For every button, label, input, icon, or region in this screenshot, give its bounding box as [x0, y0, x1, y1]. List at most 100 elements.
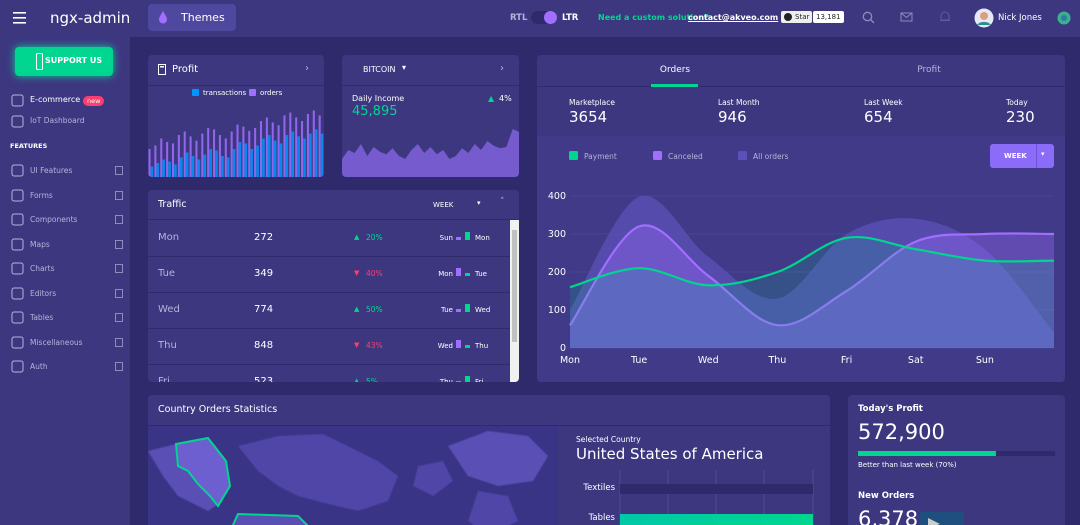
menu-item[interactable]: IoT Dashboard [30, 116, 85, 125]
menu-item[interactable]: Maps [30, 239, 50, 249]
trend-arrow: ▲ [354, 233, 360, 241]
line [569, 235, 1055, 289]
area-fill [570, 225, 1054, 348]
today-profit-card: Today's Profit 572,900 Better than last … [848, 395, 1065, 525]
menu-item[interactable]: Auth [30, 362, 48, 371]
tab-indicator [651, 84, 698, 87]
settings-icon[interactable] [1056, 10, 1072, 26]
icon-shape [11, 189, 24, 201]
bar [221, 156, 224, 177]
summary-label: Marketplace [569, 98, 615, 107]
legend-label: Canceled [668, 152, 703, 161]
country-card: Country Orders Statistics Selected Count… [148, 395, 830, 525]
bar [197, 159, 201, 177]
traffic-row: Mon 272 ▲ 20% Sun Mon [148, 220, 510, 257]
menu-item[interactable]: Miscellaneous [30, 337, 83, 347]
bar [291, 131, 295, 177]
to-marker [465, 273, 470, 276]
bar-label: Textiles [583, 483, 615, 493]
y-tick-label: 200 [548, 267, 566, 278]
from-day: Tue [441, 306, 453, 314]
support-button[interactable]: SUPPORT US [15, 47, 113, 76]
y-tick-label: 400 [548, 191, 566, 202]
bell-icon[interactable] [938, 10, 952, 24]
summary-value: 946 [718, 108, 747, 126]
to-day: Mon [475, 234, 490, 242]
menu-item[interactable]: Charts [30, 264, 55, 273]
mail-icon[interactable] [900, 12, 914, 24]
legend-marker [653, 151, 662, 160]
scroll-thumb[interactable] [512, 230, 517, 342]
traffic-row: Fri 523 ▲ 5% Thu Fri [148, 364, 510, 382]
bar [273, 140, 277, 177]
search-icon[interactable] [862, 11, 876, 25]
menu-item[interactable]: Forms [30, 190, 53, 200]
bar [309, 133, 312, 177]
to-day: Fri [475, 378, 484, 382]
menu-item[interactable]: E-commerce [30, 95, 81, 104]
legend-label: Payment [584, 152, 617, 161]
period-select[interactable]: WEEK [433, 201, 454, 209]
chevron-right[interactable]: › [305, 63, 309, 74]
tab[interactable]: Profit [917, 65, 941, 75]
icon-shape [11, 238, 24, 250]
expand-icon [115, 288, 123, 298]
chevron-right[interactable]: › [500, 63, 504, 74]
progress-fill [858, 451, 996, 456]
menu-item[interactable]: Components [30, 215, 78, 224]
divider [1036, 144, 1037, 168]
icon-shape [11, 164, 24, 177]
currency[interactable]: BITCOIN [363, 65, 396, 74]
caret[interactable]: ▾ [402, 63, 407, 72]
bar [320, 133, 324, 177]
rtl-label[interactable]: RTL [510, 13, 528, 23]
ltr-label[interactable]: LTR [562, 13, 579, 23]
world-map[interactable] [148, 426, 558, 525]
y-tick-label: 0 [560, 343, 566, 354]
bar [244, 143, 248, 177]
income-change: 4% [499, 94, 512, 103]
x-tick-label: Sun [976, 355, 994, 366]
scrollbar[interactable] [510, 220, 519, 382]
themes-button[interactable]: Themes [148, 4, 236, 31]
orders-chart: 0 100 200 300 400 Mon Tue Wed Thu Fri Sat Sun Paymen… [548, 151, 1055, 366]
y-tick-label: 300 [548, 229, 566, 240]
collapse[interactable]: ˄ [500, 197, 505, 207]
menu-item[interactable]: Editors [30, 288, 57, 298]
star-count[interactable]: 13,181 [813, 11, 844, 23]
bar [207, 128, 210, 177]
menu-toggle[interactable] [13, 12, 27, 24]
caret[interactable]: ▾ [477, 199, 481, 207]
github-icon [784, 13, 792, 21]
bar [301, 121, 304, 177]
promo-email[interactable]: contact@akveo.com [688, 13, 779, 22]
bar [306, 114, 309, 177]
avatar[interactable] [974, 8, 994, 28]
area [570, 195, 1054, 348]
menu-icon [11, 189, 24, 201]
bar [297, 136, 300, 177]
menu-item[interactable]: Tables [30, 313, 54, 322]
line [569, 224, 1055, 327]
day: Fri [158, 376, 170, 382]
period-label: WEEK [1004, 152, 1027, 160]
menu-icon [11, 164, 24, 177]
bar [279, 143, 283, 177]
to-marker [465, 376, 470, 382]
bar [236, 124, 239, 177]
user-name[interactable]: Nick Jones [998, 13, 1042, 23]
bar [295, 117, 298, 177]
bar [218, 135, 221, 177]
menu-item[interactable]: UI Features [30, 166, 73, 175]
brand[interactable]: ngx-admin [50, 9, 131, 27]
themes-label: Themes [181, 11, 225, 24]
direction-toggle[interactable] [531, 11, 557, 24]
icon-shape [11, 287, 24, 299]
bar [183, 131, 186, 177]
tab[interactable]: Orders [659, 65, 691, 75]
period-button[interactable]: WEEK ▾ [990, 144, 1054, 168]
bar [168, 161, 171, 177]
bar [162, 159, 166, 177]
github-star[interactable]: Star [781, 11, 813, 23]
